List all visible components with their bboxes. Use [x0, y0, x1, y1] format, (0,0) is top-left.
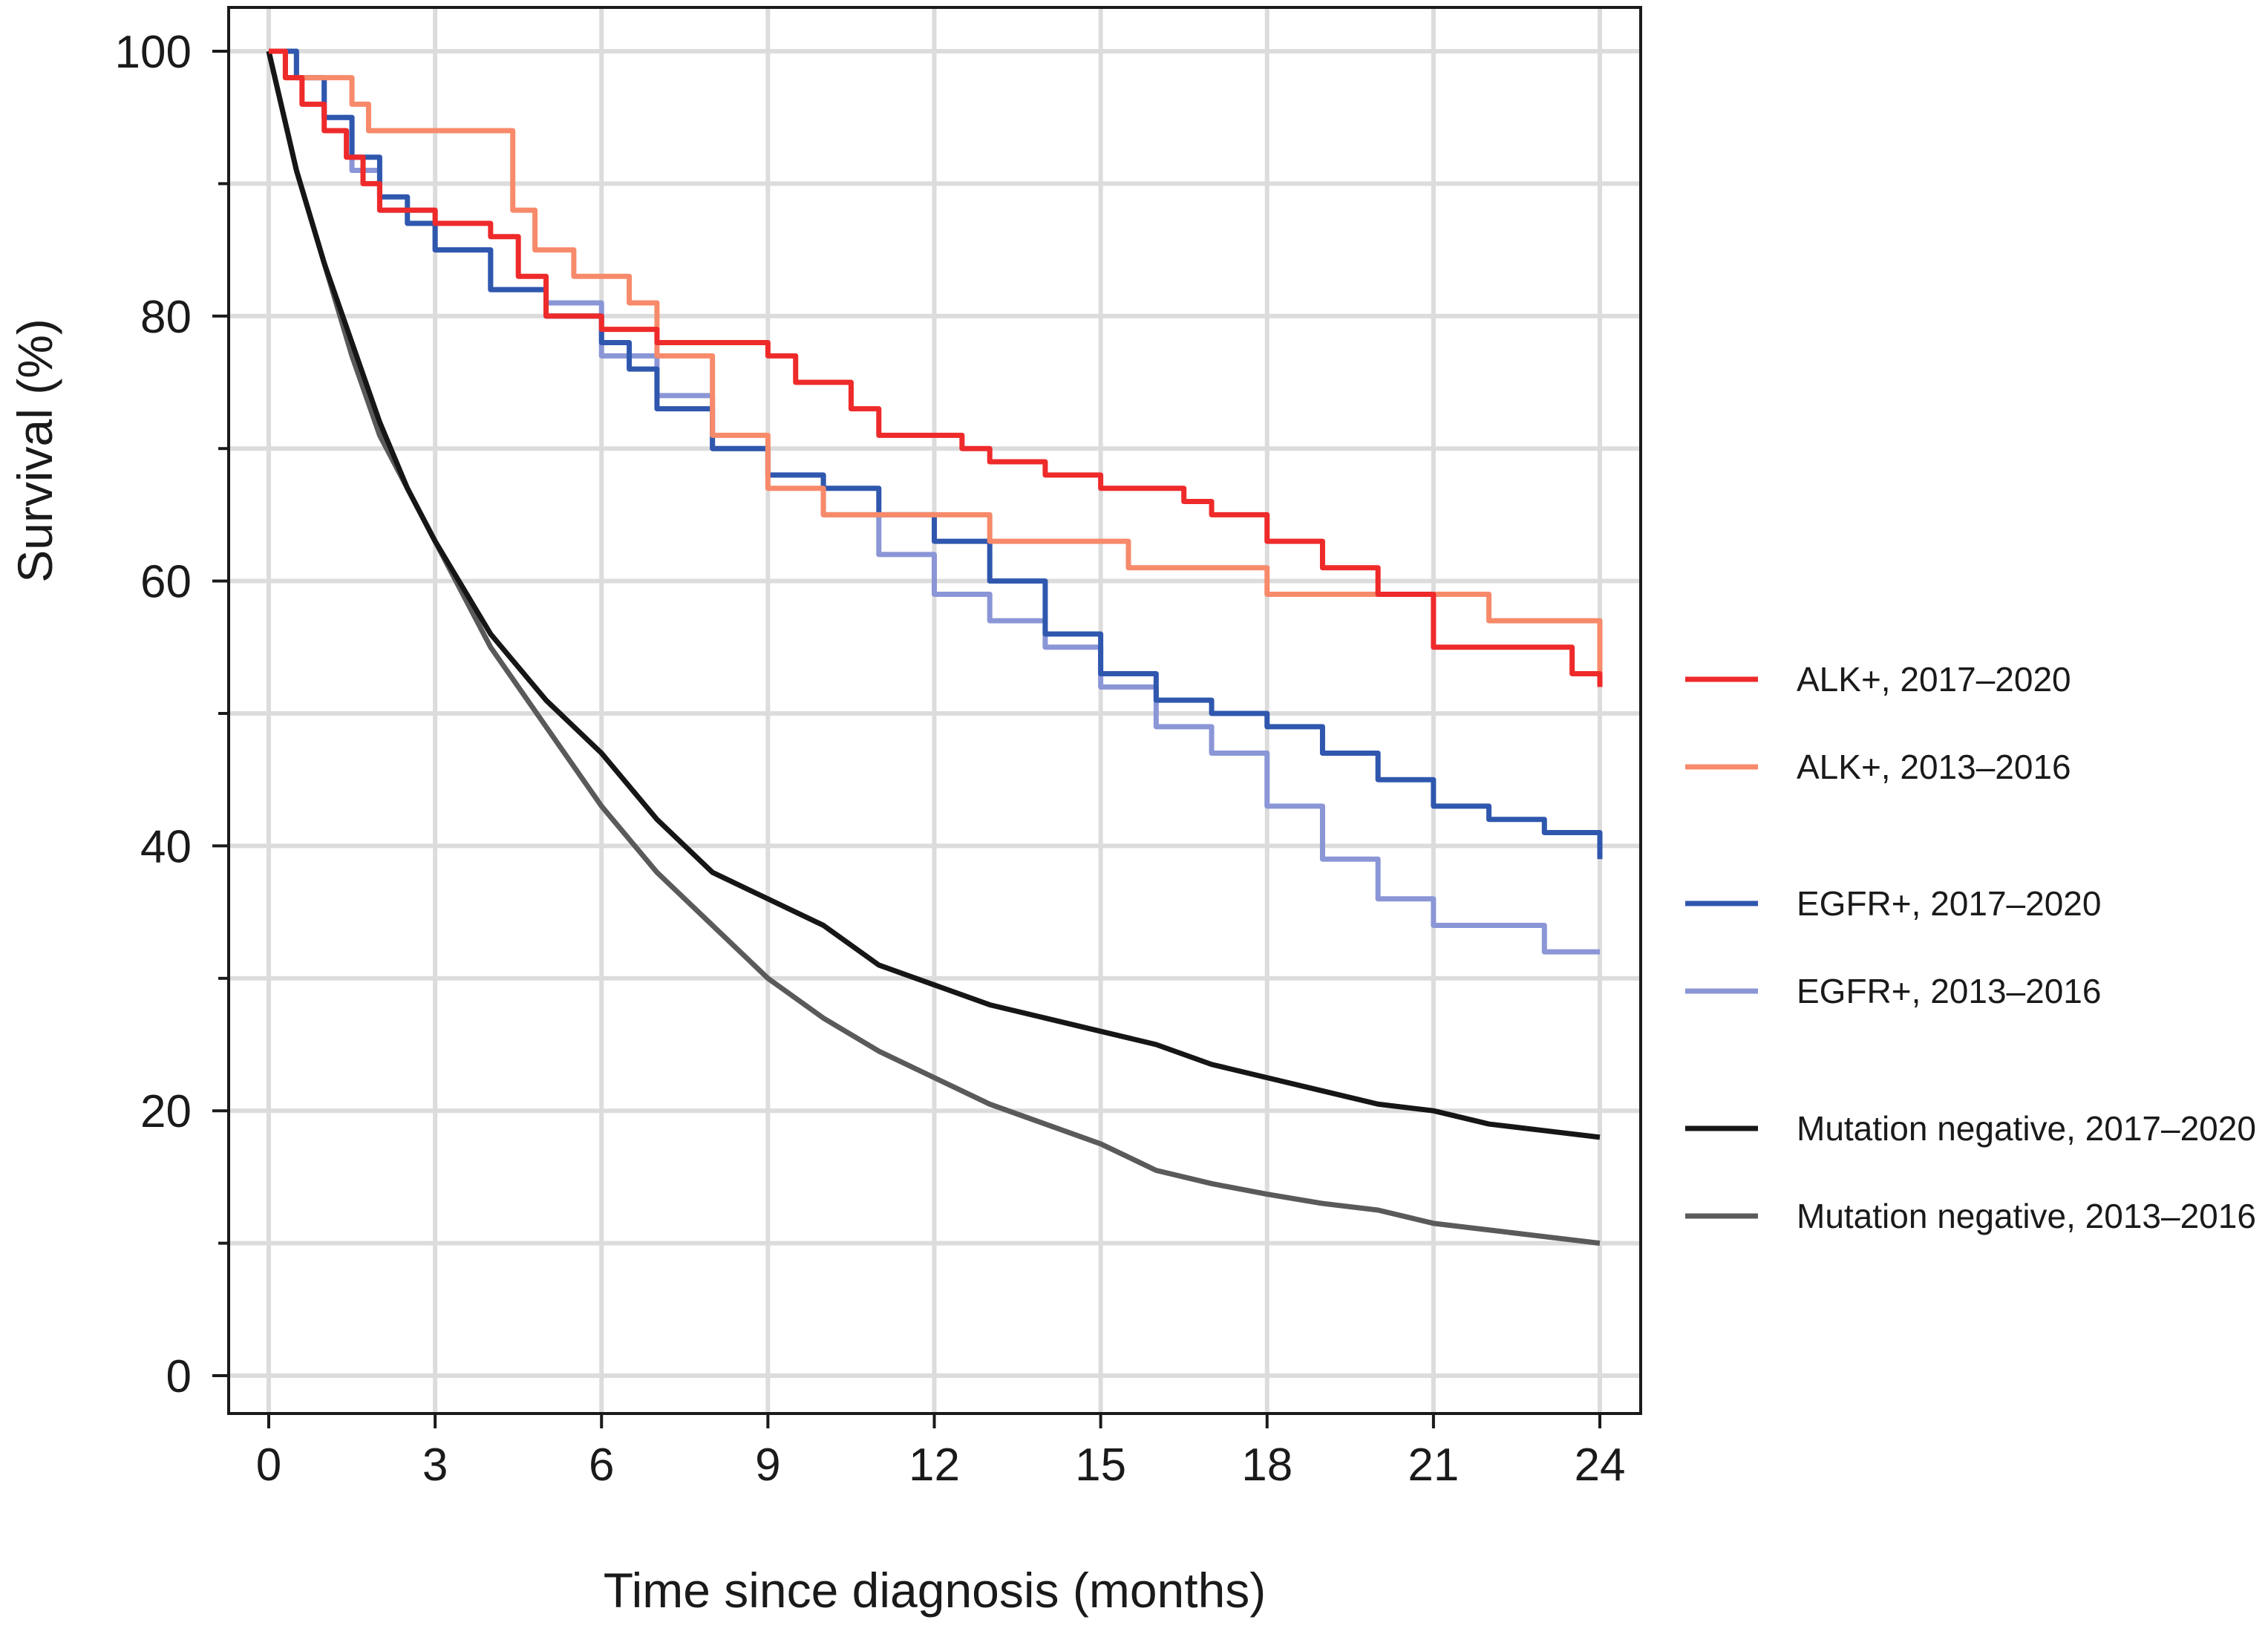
- legend-label: ALK+, 2017–2020: [1797, 660, 2071, 699]
- series-lines: [266, 48, 1603, 1246]
- x-tick-label: 24: [1575, 1439, 1626, 1491]
- y-tick-label: 60: [140, 557, 192, 608]
- legend-label: EGFR+, 2013–2016: [1797, 972, 2101, 1010]
- y-tick-label: 40: [140, 821, 192, 872]
- x-tick-label: 12: [909, 1439, 960, 1491]
- series-line: [269, 48, 1603, 687]
- grid: [229, 7, 1641, 1414]
- legend: ALK+, 2017–2020 ALK+, 2013–2016 EGFR+, 201…: [1685, 660, 2256, 1235]
- x-tick-label: 6: [589, 1439, 614, 1491]
- y-tick-label: 0: [166, 1351, 192, 1402]
- legend-label: EGFR+, 2017–2020: [1797, 884, 2101, 923]
- x-tick-label: 3: [422, 1439, 448, 1491]
- x-tick-label: 21: [1408, 1439, 1459, 1491]
- series-line: [266, 50, 1601, 1140]
- x-tick-label: 9: [755, 1439, 780, 1491]
- y-tick-label: 100: [115, 27, 192, 78]
- series-line: [269, 48, 1603, 674]
- x-axis-title: Time since diagnosis (months): [604, 1563, 1267, 1618]
- y-tick-label: 80: [140, 292, 192, 343]
- y-axis-title: Survival (%): [7, 318, 62, 583]
- legend-label: Mutation negative, 2013–2016: [1797, 1197, 2256, 1235]
- axes: 0 3 6 9 12 15 18 21 24 0 20 40 60 80 100: [115, 27, 1626, 1491]
- legend-label: Mutation negative, 2017–2020: [1797, 1109, 2256, 1148]
- x-tick-label: 15: [1075, 1439, 1126, 1491]
- x-tick-label: 18: [1241, 1439, 1293, 1491]
- y-tick-label: 20: [140, 1086, 192, 1137]
- x-tick-label: 0: [256, 1439, 281, 1491]
- legend-label: ALK+, 2013–2016: [1797, 748, 2071, 786]
